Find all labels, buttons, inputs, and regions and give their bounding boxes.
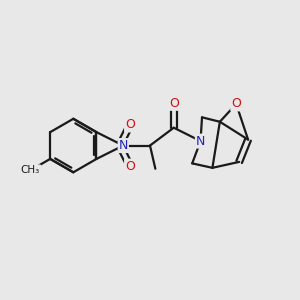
Text: N: N bbox=[196, 135, 205, 148]
Text: CH₃: CH₃ bbox=[21, 165, 40, 175]
Text: O: O bbox=[125, 118, 135, 131]
Text: O: O bbox=[169, 97, 179, 110]
Text: O: O bbox=[125, 160, 135, 172]
Text: N: N bbox=[118, 139, 128, 152]
Text: O: O bbox=[231, 98, 241, 110]
